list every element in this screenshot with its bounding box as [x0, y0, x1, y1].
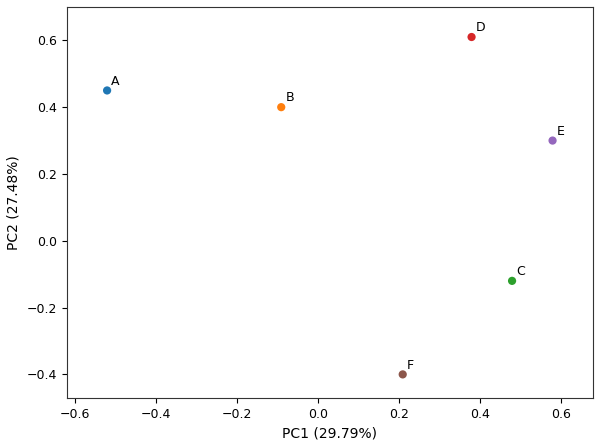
Point: [467, 34, 476, 41]
Point: [548, 137, 557, 144]
Point: [277, 104, 286, 111]
Text: C: C: [516, 265, 525, 278]
Text: A: A: [111, 75, 119, 88]
Text: E: E: [557, 125, 565, 138]
Point: [398, 371, 407, 378]
X-axis label: PC1 (29.79%): PC1 (29.79%): [283, 426, 377, 440]
Text: D: D: [476, 21, 485, 34]
Point: [102, 87, 112, 94]
Text: F: F: [407, 359, 414, 372]
Text: B: B: [285, 92, 294, 105]
Y-axis label: PC2 (27.48%): PC2 (27.48%): [7, 155, 21, 250]
Point: [507, 277, 517, 284]
